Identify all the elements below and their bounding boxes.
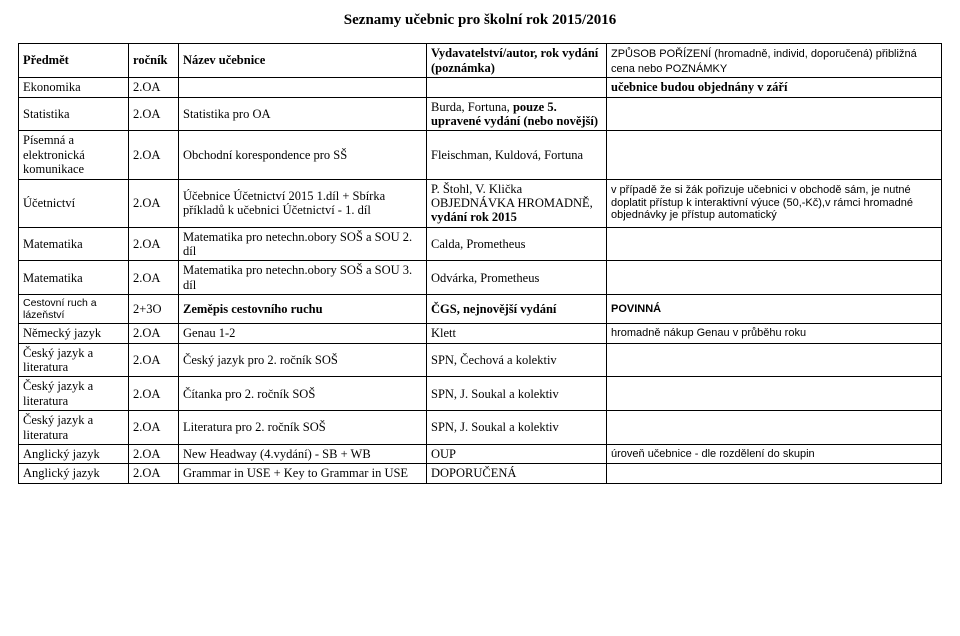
cell-publisher: [427, 78, 607, 97]
page-title: Seznamy učebnic pro školní rok 2015/2016: [18, 12, 942, 29]
cell-notes: učebnice budou objednány v září: [607, 78, 942, 97]
cell-notes: [607, 411, 942, 445]
table-row: Anglický jazyk2.OAGrammar in USE + Key t…: [19, 464, 942, 483]
cell-book-name: Zeměpis cestovního ruchu: [179, 295, 427, 324]
cell-notes: v případě že si žák pořizuje učebnici v …: [607, 179, 942, 227]
cell-subject: Matematika: [19, 261, 129, 295]
cell-book-name: New Headway (4.vydání) - SB + WB: [179, 444, 427, 463]
cell-publisher: Calda, Prometheus: [427, 227, 607, 261]
cell-year: 2.OA: [129, 261, 179, 295]
cell-subject: Český jazyk a literatura: [19, 377, 129, 411]
cell-book-name: Literatura pro 2. ročník SOŠ: [179, 411, 427, 445]
cell-publisher: Odvárka, Prometheus: [427, 261, 607, 295]
cell-year: 2.OA: [129, 324, 179, 343]
cell-book-name: Matematika pro netechn.obory SOŠ a SOU 2…: [179, 227, 427, 261]
cell-year: 2.OA: [129, 444, 179, 463]
cell-publisher: SPN, Čechová a kolektiv: [427, 343, 607, 377]
cell-subject: Statistika: [19, 97, 129, 131]
table-row: Anglický jazyk2.OANew Headway (4.vydání)…: [19, 444, 942, 463]
cell-year: 2.OA: [129, 131, 179, 179]
cell-notes: [607, 131, 942, 179]
cell-publisher: SPN, J. Soukal a kolektiv: [427, 377, 607, 411]
table-row: Český jazyk a literatura2.OAČeský jazyk …: [19, 343, 942, 377]
cell-publisher: SPN, J. Soukal a kolektiv: [427, 411, 607, 445]
col-year: ročník: [129, 44, 179, 78]
table-row: Písemná a elektronická komunikace2.OAObc…: [19, 131, 942, 179]
table-row: Ekonomika2.OA učebnice budou objednány v …: [19, 78, 942, 97]
cell-year: 2.OA: [129, 377, 179, 411]
cell-book-name: Grammar in USE + Key to Grammar in USE: [179, 464, 427, 483]
cell-book-name: [179, 78, 427, 97]
cell-notes: [607, 97, 942, 131]
cell-notes: [607, 343, 942, 377]
cell-year: 2.OA: [129, 78, 179, 97]
table-row: Cestovní ruch a lázeňství2+3OZeměpis ces…: [19, 295, 942, 324]
cell-year: 2.OA: [129, 411, 179, 445]
cell-subject: Matematika: [19, 227, 129, 261]
cell-publisher: DOPORUČENÁ: [427, 464, 607, 483]
cell-notes: [607, 261, 942, 295]
table-row: Matematika2.OAMatematika pro netechn.obo…: [19, 261, 942, 295]
cell-book-name: Genau 1-2: [179, 324, 427, 343]
cell-subject: Anglický jazyk: [19, 464, 129, 483]
cell-notes: [607, 464, 942, 483]
table-row: Český jazyk a literatura2.OAČítanka pro …: [19, 377, 942, 411]
cell-subject: Cestovní ruch a lázeňství: [19, 295, 129, 324]
col-notes: ZPŮSOB POŘÍZENÍ (hromadně, individ, dopo…: [607, 44, 942, 78]
textbook-table: Předmět ročník Název učebnice Vydavatels…: [18, 43, 942, 484]
cell-publisher: OUP: [427, 444, 607, 463]
cell-year: 2.OA: [129, 227, 179, 261]
cell-year: 2.OA: [129, 343, 179, 377]
table-header-row: Předmět ročník Název učebnice Vydavatels…: [19, 44, 942, 78]
cell-subject: Anglický jazyk: [19, 444, 129, 463]
cell-subject: Německý jazyk: [19, 324, 129, 343]
table-row: Účetnictví2.OAÚčebnice Účetnictví 2015 1…: [19, 179, 942, 227]
table-row: Matematika2.OAMatematika pro netechn.obo…: [19, 227, 942, 261]
cell-year: 2.OA: [129, 179, 179, 227]
table-body: Ekonomika2.OAučebnice budou objednány v …: [19, 78, 942, 483]
cell-year: 2.OA: [129, 464, 179, 483]
cell-publisher: Klett: [427, 324, 607, 343]
cell-publisher: ČGS, nejnovější vydání: [427, 295, 607, 324]
table-row: Statistika2.OAStatistika pro OABurda, Fo…: [19, 97, 942, 131]
cell-notes: úroveň učebnice - dle rozdělení do skupi…: [607, 444, 942, 463]
cell-subject: Účetnictví: [19, 179, 129, 227]
cell-subject: Český jazyk a literatura: [19, 343, 129, 377]
cell-publisher: Fleischman, Kuldová, Fortuna: [427, 131, 607, 179]
cell-book-name: Statistika pro OA: [179, 97, 427, 131]
table-row: Český jazyk a literatura2.OALiteratura p…: [19, 411, 942, 445]
cell-subject: Písemná a elektronická komunikace: [19, 131, 129, 179]
cell-book-name: Čítanka pro 2. ročník SOŠ: [179, 377, 427, 411]
col-subject: Předmět: [19, 44, 129, 78]
cell-notes: [607, 377, 942, 411]
col-book-name: Název učebnice: [179, 44, 427, 78]
cell-book-name: Český jazyk pro 2. ročník SOŠ: [179, 343, 427, 377]
cell-book-name: Účebnice Účetnictví 2015 1.díl + Sbírka …: [179, 179, 427, 227]
table-row: Německý jazyk2.OAGenau 1-2Kletthromadně …: [19, 324, 942, 343]
cell-book-name: Matematika pro netechn.obory SOŠ a SOU 3…: [179, 261, 427, 295]
cell-subject: Ekonomika: [19, 78, 129, 97]
cell-notes: POVINNÁ: [607, 295, 942, 324]
cell-book-name: Obchodní korespondence pro SŠ: [179, 131, 427, 179]
cell-publisher: P. Štohl, V. KličkaOBJEDNÁVKA HROMADNĚ, …: [427, 179, 607, 227]
cell-publisher: Burda, Fortuna, pouze 5. upravené vydání…: [427, 97, 607, 131]
cell-year: 2.OA: [129, 97, 179, 131]
cell-notes: [607, 227, 942, 261]
cell-notes: hromadně nákup Genau v průběhu roku: [607, 324, 942, 343]
cell-year: 2+3O: [129, 295, 179, 324]
col-publisher: Vydavatelství/autor, rok vydání (poznámk…: [427, 44, 607, 78]
cell-subject: Český jazyk a literatura: [19, 411, 129, 445]
